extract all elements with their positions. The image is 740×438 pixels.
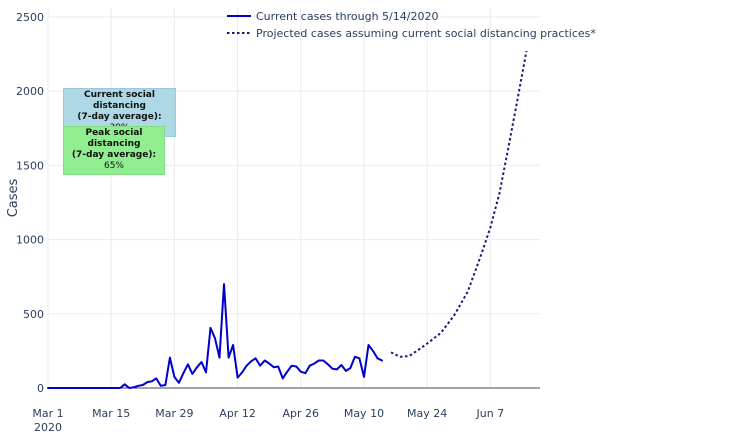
y-axis-title: Cases	[6, 178, 21, 217]
peak-distancing-value: 65%	[103, 161, 124, 171]
y-tick-label: 2500	[16, 11, 44, 24]
series-layer	[47, 50, 528, 389]
peak-distancing-annotation: Peak social distancing (7-day average): …	[63, 126, 165, 175]
x-tick-sublabel: 2020	[34, 421, 62, 434]
y-tick-label: 1000	[16, 234, 44, 247]
gridlines	[47, 8, 540, 388]
current-cases-line	[47, 283, 383, 389]
current-distancing-line2: (7-day average):	[77, 112, 162, 122]
legend-label-current: Current cases through 5/14/2020	[256, 10, 438, 23]
y-tick-label: 500	[23, 308, 44, 321]
y-tick-label: 0	[37, 382, 44, 395]
projected-cases-line	[390, 50, 528, 358]
x-tick-label: Mar 29	[155, 407, 193, 420]
current-distancing-line1: Current social distancing	[84, 90, 155, 111]
x-tick-label: Jun 7	[476, 407, 505, 420]
x-tick-label: Apr 12	[219, 407, 256, 420]
peak-distancing-line1: Peak social distancing	[85, 128, 143, 149]
x-tick-label: May 10	[344, 407, 384, 420]
x-tick-label: Mar 15	[92, 407, 130, 420]
y-tick-label: 1500	[16, 159, 44, 172]
x-tick-label: Apr 26	[283, 407, 320, 420]
legend-label-projected: Projected cases assuming current social …	[256, 27, 596, 40]
x-tick-label: Mar 1	[32, 407, 63, 420]
legend[interactable]: Current cases through 5/14/2020 Projected…	[227, 10, 596, 40]
x-tick-label: May 24	[407, 407, 447, 420]
peak-distancing-line2: (7-day average):	[71, 150, 157, 160]
y-tick-label: 2000	[16, 85, 44, 98]
